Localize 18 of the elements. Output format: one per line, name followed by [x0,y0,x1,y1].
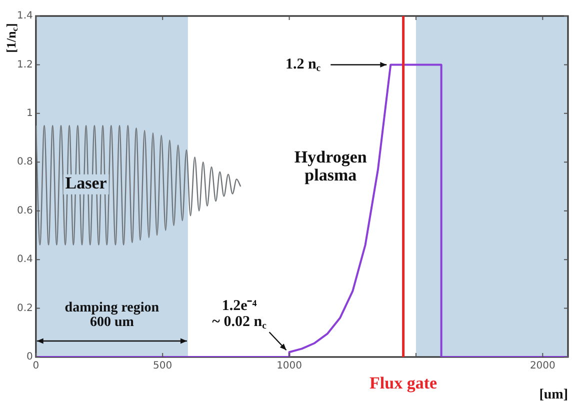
line-series [36,125,242,246]
y-tick-label: 0.8 [16,156,33,168]
ref-line-label: Flux gate [370,373,438,392]
y-tick-label: 0 [26,352,33,363]
y-tick-label: 1.4 [16,10,33,22]
y-tick-label: 1.2 [16,59,33,70]
series-label: Hydrogen plasma [294,147,368,184]
y-tick-label: 0.4 [16,254,33,266]
band-label: damping region 600 um [64,300,160,330]
x-tick-label: 500 [153,360,172,372]
y-tick-label: 1 [26,108,33,120]
x-axis-title: [um] [539,388,568,401]
series-label: Laser [65,174,108,193]
x-tick-label: 1000 [276,360,302,372]
x-tick-label: 2000 [530,360,556,372]
y-axis-title: [1/nc] [3,23,20,53]
y-tick-label: 0.2 [16,302,33,314]
y-tick-label: 0.6 [16,205,33,216]
